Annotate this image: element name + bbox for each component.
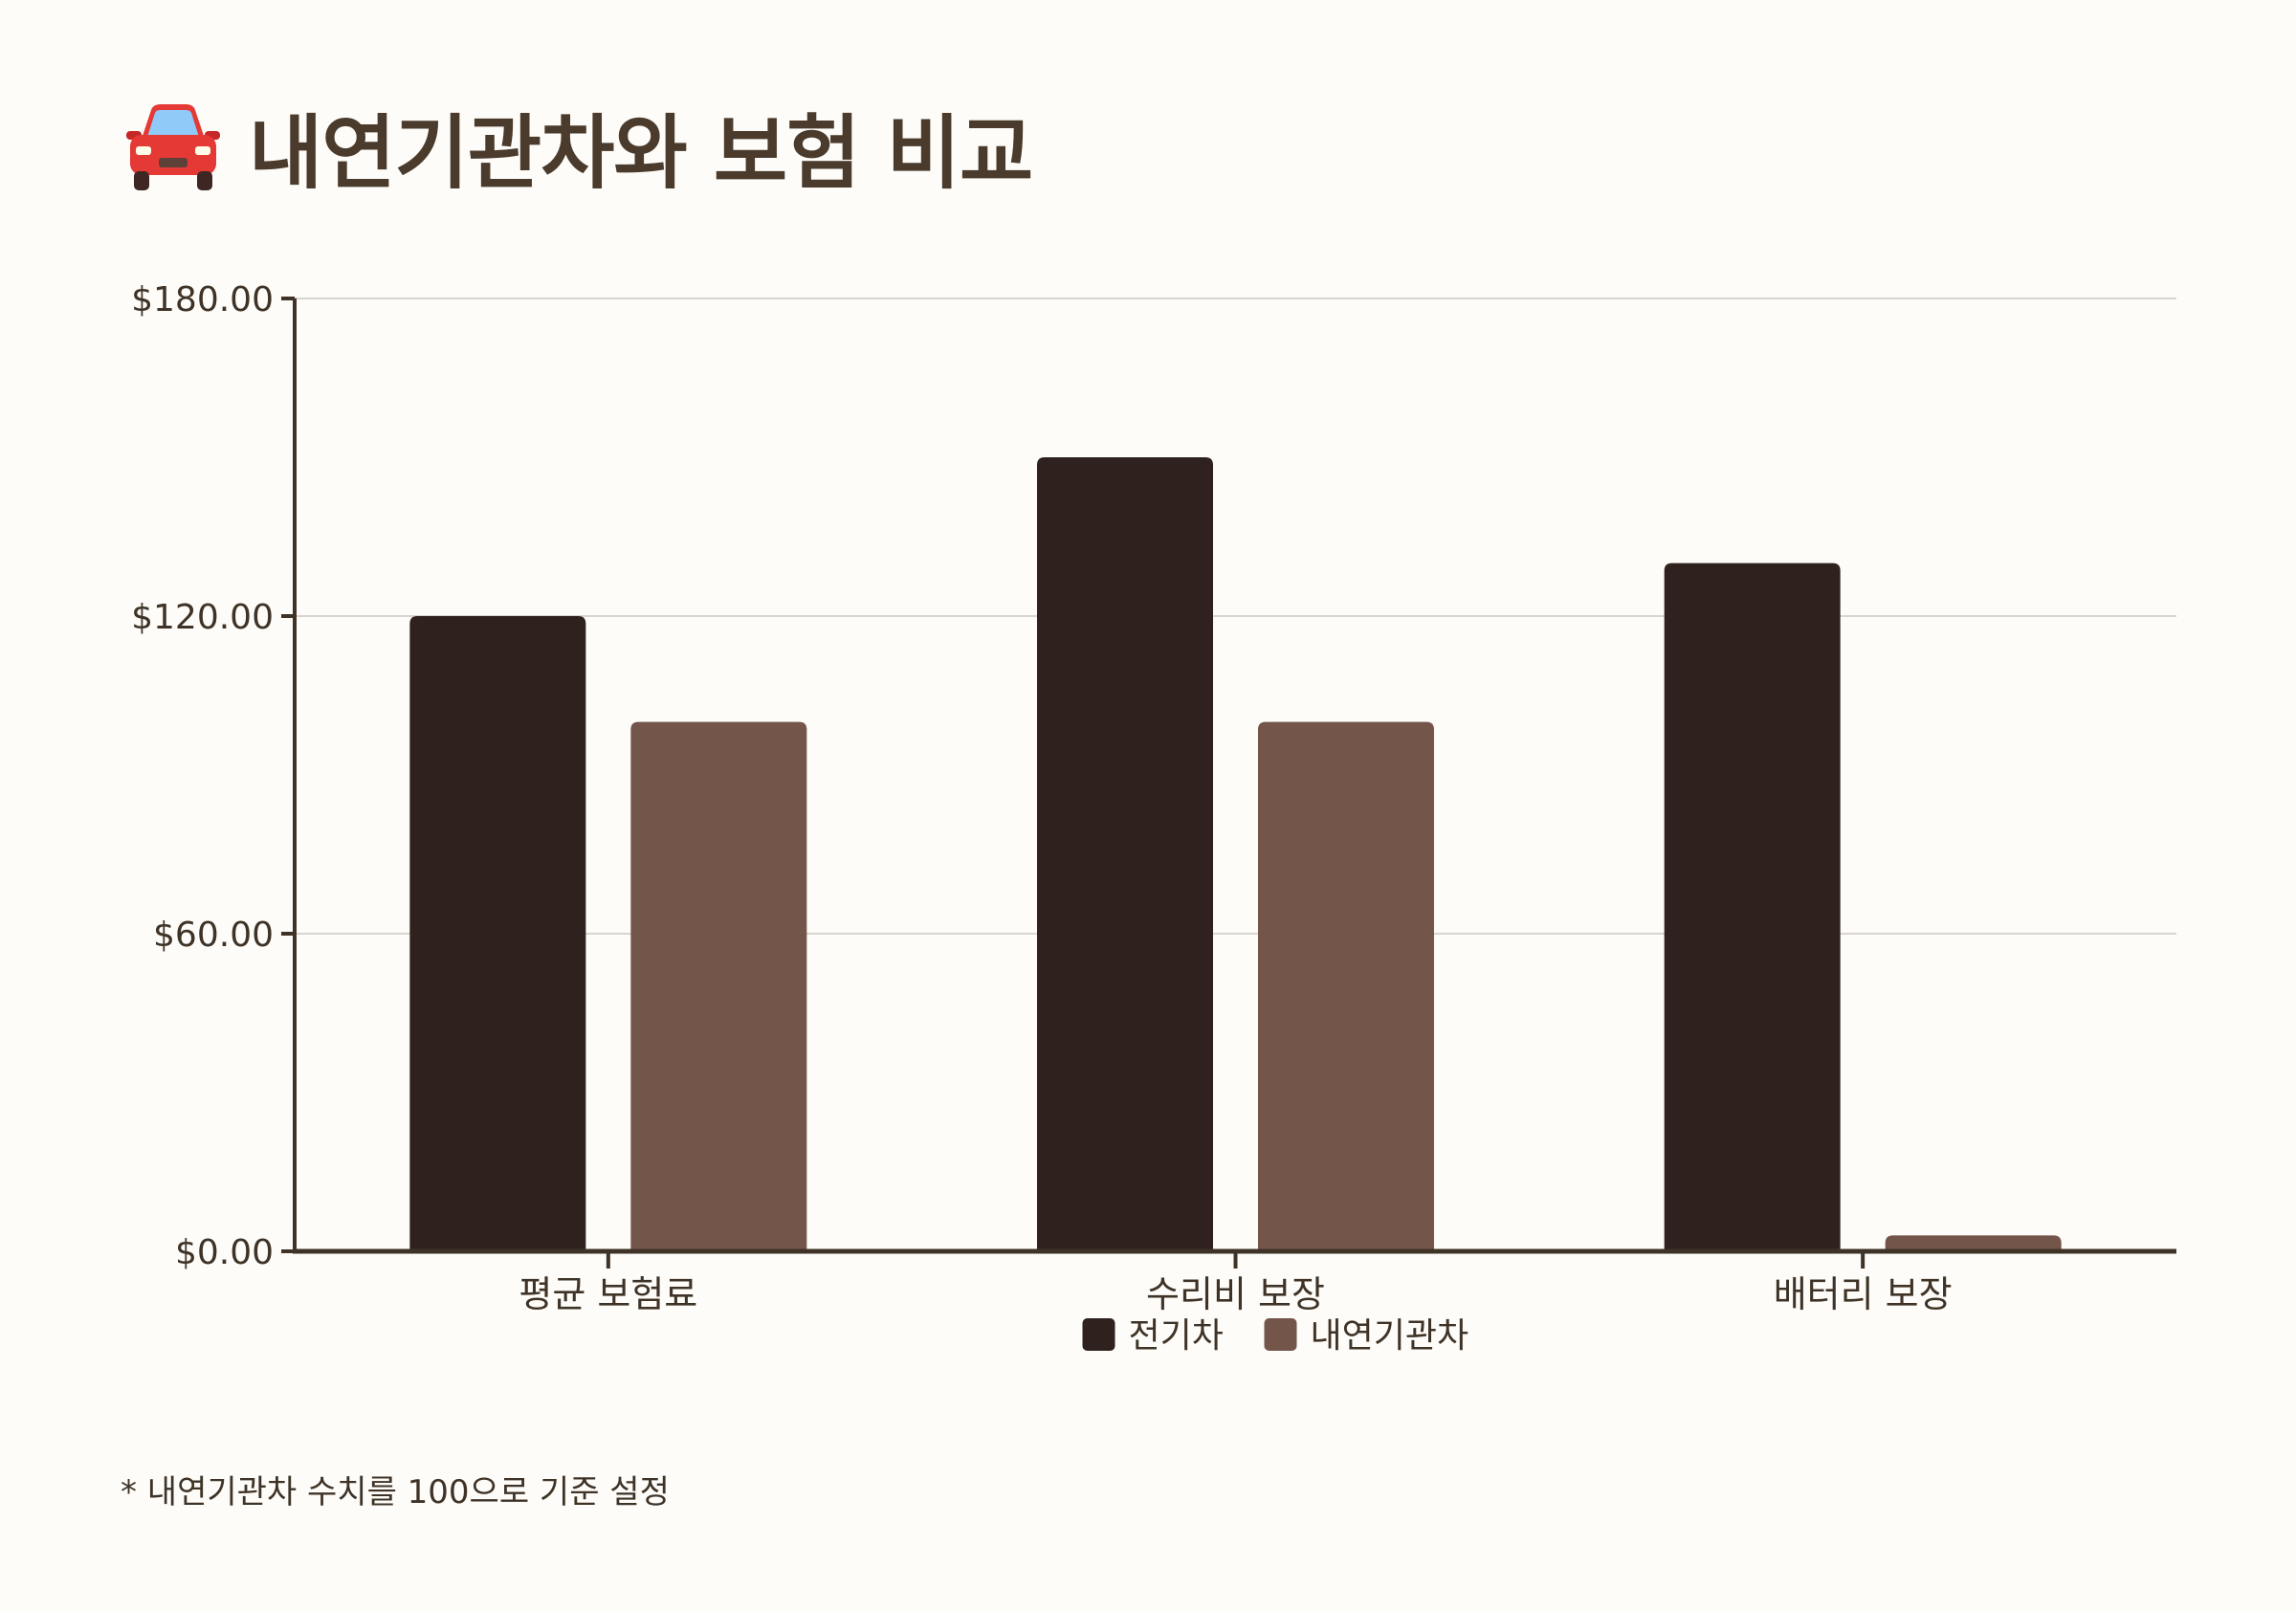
bar-ev-3 [1664, 563, 1841, 1251]
bar-ice-1 [630, 721, 807, 1251]
red-car-icon [126, 104, 220, 190]
y-tick-label: $120.00 [131, 598, 274, 637]
bar-ev-2 [1037, 457, 1213, 1251]
y-tick-label: $0.00 [175, 1233, 274, 1272]
x-tick-label: 평균 보험료 [519, 1273, 697, 1315]
y-tick-label: $180.00 [131, 280, 274, 320]
bar-ev-1 [409, 616, 586, 1251]
legend-swatch-ev [1082, 1318, 1115, 1351]
footnote: * 내연기관차 수치를 100으로 기준 설정 [121, 1473, 670, 1512]
bar-ice-2 [1258, 721, 1434, 1251]
x-tick-label: 수리비 보장 [1146, 1273, 1325, 1315]
y-tick-label: $60.00 [153, 916, 274, 955]
title-text: 내연기관차와 보험 비교 [249, 105, 1033, 200]
legend-label-ev: 전기차 [1129, 1316, 1224, 1356]
legend-swatch-ice [1264, 1318, 1297, 1351]
legend-label-ice: 내연기관차 [1311, 1316, 1469, 1356]
page-title: 내연기관차와 보험 비교 [121, 84, 1033, 209]
x-tick-label: 배터리 보장 [1774, 1273, 1953, 1315]
bar-ice-3 [1885, 1235, 2062, 1251]
